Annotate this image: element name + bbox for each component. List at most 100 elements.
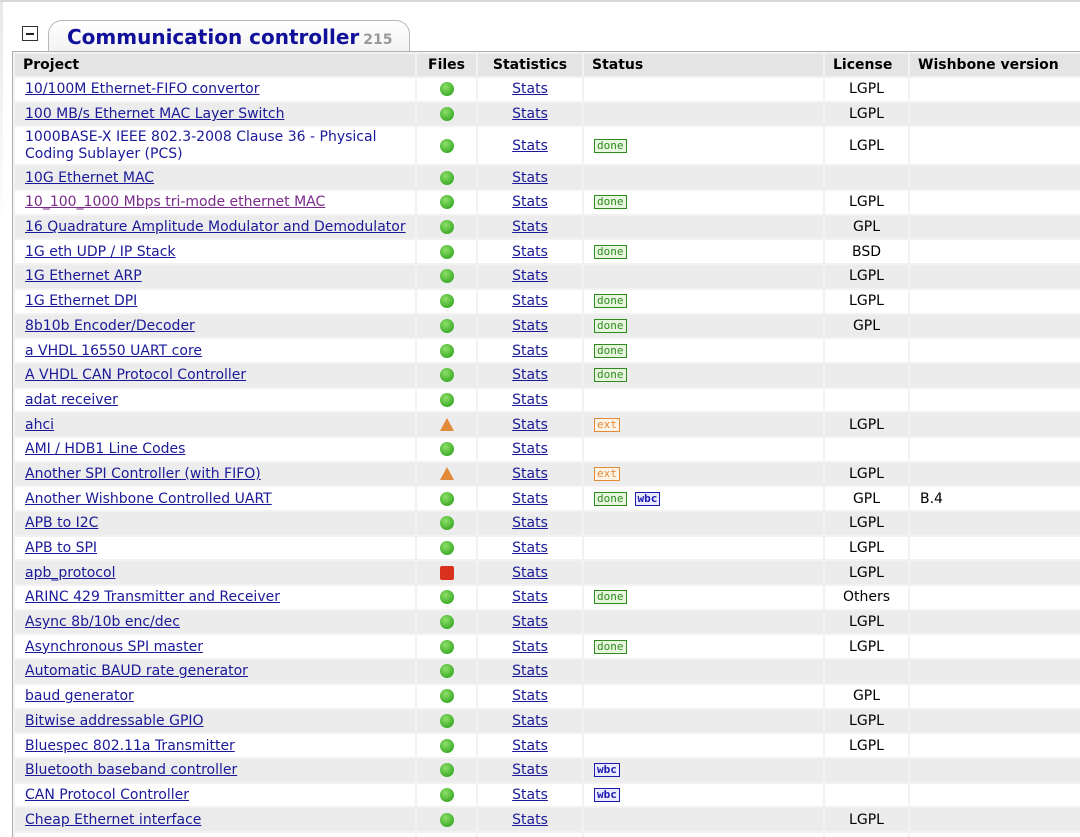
project-link[interactable]: Automatic BAUD rate generator [25, 663, 248, 680]
project-link[interactable]: Another SPI Controller (with FIFO) [25, 465, 261, 482]
stats-link[interactable]: Stats [512, 317, 548, 334]
files-cell [417, 166, 476, 190]
stats-link[interactable]: Stats [512, 169, 548, 186]
column-header-status[interactable]: Status [584, 54, 823, 76]
stats-link[interactable]: Stats [512, 391, 548, 408]
stats-link[interactable]: Stats [512, 589, 548, 606]
stats-link[interactable]: Stats [512, 540, 548, 557]
projects-table: Project Files Statistics Status License … [13, 52, 1080, 837]
project-link[interactable]: 100 MB/s Ethernet MAC Layer Switch [25, 106, 285, 123]
done-badge: done [594, 639, 627, 654]
project-link[interactable]: 1G Ethernet ARP [25, 268, 142, 285]
column-header-project[interactable]: Project [15, 54, 415, 76]
stats-link[interactable]: Stats [512, 137, 548, 154]
project-link[interactable]: CAN Protocol Controller [25, 786, 190, 803]
project-link[interactable]: 16 Quadrature Amplitude Modulator and De… [25, 219, 406, 236]
ext-badge: ext [594, 417, 620, 432]
project-link[interactable]: 10/100M Ethernet-FIFO convertor [25, 81, 260, 98]
project-link[interactable]: APB to SPI [25, 540, 98, 557]
column-header-statistics[interactable]: Statistics [478, 54, 582, 76]
stats-link[interactable]: Stats [512, 106, 548, 123]
green-status-dot-icon [439, 269, 454, 284]
column-header-license[interactable]: License [825, 54, 908, 76]
green-status-dot-icon [439, 812, 454, 827]
stats-link[interactable]: Stats [512, 663, 548, 680]
project-link[interactable]: 1G eth UDP / IP Stack [25, 243, 176, 260]
stats-link[interactable]: Stats [512, 811, 548, 828]
column-header-wishbone-version[interactable]: Wishbone version [910, 54, 1080, 76]
stats-link[interactable]: Stats [512, 416, 548, 433]
license-cell: LGPL [825, 610, 908, 634]
done-badge: done [594, 138, 627, 153]
license-cell: LGPL [825, 635, 908, 659]
project-link[interactable]: 1G Ethernet DPI [25, 293, 138, 310]
project-link[interactable]: Another Wishbone Controlled UART [25, 490, 272, 507]
project-link[interactable]: 10G Ethernet MAC [25, 169, 155, 186]
project-link[interactable]: 1000BASE-X IEEE 802.3-2008 Clause 36 - P… [25, 129, 376, 162]
stats-link[interactable]: Stats [512, 465, 548, 482]
wishbone-version-cell [910, 413, 1080, 436]
project-link[interactable]: AMI / HDB1 Line Codes [25, 441, 186, 458]
project-link[interactable]: apb_protocol [25, 564, 116, 581]
statistics-cell: Stats [478, 758, 582, 782]
collapse-category-button[interactable] [22, 26, 38, 41]
stats-link[interactable]: Stats [512, 194, 548, 211]
project-link[interactable]: ahci [25, 416, 55, 433]
table-row: Async 8b/10b enc/dec Stats LGPL [15, 610, 1080, 634]
status-cell [584, 832, 823, 837]
green-status-dot-icon [439, 170, 454, 185]
status-cell [584, 166, 823, 190]
stats-link[interactable]: Stats [512, 564, 548, 581]
project-link[interactable]: Async 8b/10b enc/dec [25, 614, 180, 631]
status-cell [584, 102, 823, 126]
project-link[interactable]: APB to I2C [25, 515, 99, 532]
stats-link[interactable]: Stats [512, 81, 548, 98]
stats-link[interactable]: Stats [512, 441, 548, 458]
statistics-cell: Stats [478, 215, 582, 239]
project-link[interactable]: Asynchronous SPI master [25, 638, 203, 655]
stats-link[interactable]: Stats [512, 490, 548, 507]
license-cell: LGPL [825, 289, 908, 313]
project-link[interactable]: A VHDL CAN Protocol Controller [25, 367, 247, 384]
stats-link[interactable]: Stats [512, 219, 548, 236]
project-link[interactable]: Bluetooth baseband controller [25, 762, 238, 779]
project-link[interactable]: 8b10b Encoder/Decoder [25, 317, 195, 334]
stats-link[interactable]: Stats [512, 638, 548, 655]
files-cell [417, 339, 476, 362]
status-cell: done [584, 314, 823, 338]
project-link[interactable]: 10_100_1000 Mbps tri-mode ethernet MAC [25, 194, 326, 211]
stats-link[interactable]: Stats [512, 367, 548, 384]
project-link[interactable]: adat receiver [25, 391, 118, 408]
status-cell: done [584, 635, 823, 659]
stats-link[interactable]: Stats [512, 786, 548, 803]
statistics-cell: Stats [478, 166, 582, 190]
files-cell [417, 413, 476, 436]
project-cell: Another SPI Controller (with FIFO) [15, 462, 415, 486]
stats-link[interactable]: Stats [512, 342, 548, 359]
project-link[interactable]: a VHDL 16550 UART core [25, 342, 203, 359]
stats-link[interactable]: Stats [512, 737, 548, 754]
stats-link[interactable]: Stats [512, 762, 548, 779]
project-cell: ARINC 429 Transmitter and Receiver [15, 586, 415, 609]
stats-link[interactable]: Stats [512, 712, 548, 729]
status-cell: done wbc [584, 487, 823, 510]
statistics-cell: Stats [478, 388, 582, 412]
stats-link[interactable]: Stats [512, 243, 548, 260]
project-link[interactable]: baud generator [25, 688, 134, 705]
license-cell [825, 783, 908, 807]
project-link[interactable]: ARINC 429 Transmitter and Receiver [25, 589, 280, 606]
stats-link[interactable]: Stats [512, 293, 548, 310]
stats-link[interactable]: Stats [512, 614, 548, 631]
project-link[interactable]: Bluespec 802.11a Transmitter [25, 737, 235, 754]
status-cell [584, 709, 823, 733]
table-row: CAN Protocol Controller Stats wbc [15, 783, 1080, 807]
wishbone-version-cell [910, 561, 1080, 585]
wishbone-version-cell [910, 610, 1080, 634]
project-link[interactable]: Cheap Ethernet interface [25, 811, 202, 828]
stats-link[interactable]: Stats [512, 515, 548, 532]
files-cell [417, 487, 476, 510]
stats-link[interactable]: Stats [512, 688, 548, 705]
column-header-files[interactable]: Files [417, 54, 476, 76]
stats-link[interactable]: Stats [512, 268, 548, 285]
project-link[interactable]: Bitwise addressable GPIO [25, 712, 204, 729]
